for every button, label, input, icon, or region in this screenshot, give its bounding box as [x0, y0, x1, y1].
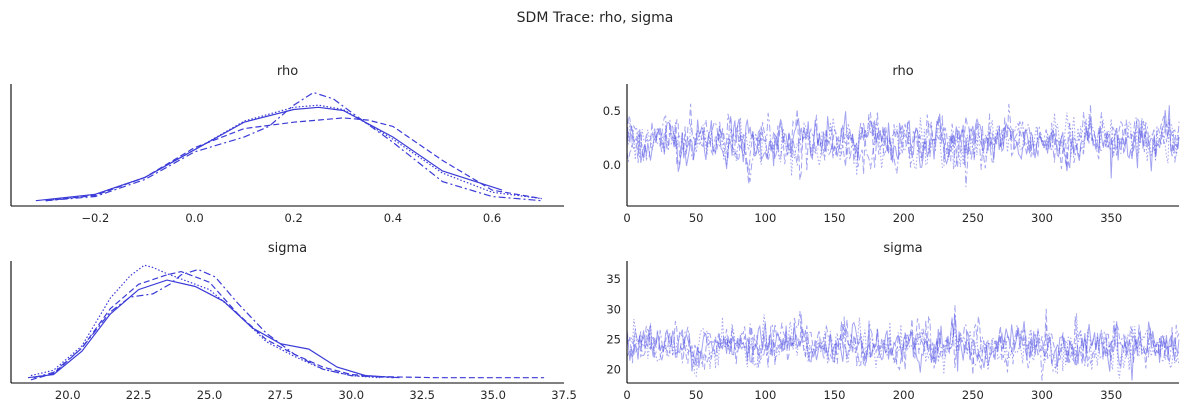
x-tick-label: 200	[893, 388, 915, 402]
panel-title: rho	[892, 64, 913, 79]
x-tick-label: 250	[962, 388, 984, 402]
y-tick-label: 25	[606, 333, 621, 347]
x-tick-label: 100	[754, 388, 776, 402]
x-tick-label: 100	[754, 211, 776, 225]
density-sigma-panel: sigma 20.0 22.5 25.0 27.5 30.0 32.5 35.0 37.5	[10, 241, 577, 402]
trace-line-chain-3	[626, 313, 1180, 379]
panel-title: sigma	[268, 241, 307, 256]
x-tick-label: 250	[962, 211, 984, 225]
y-tick-label: 0.0	[603, 158, 621, 172]
x-tick-label: 37.5	[551, 388, 577, 402]
x-tick-label: 25.0	[197, 388, 223, 402]
y-tick-label: 0.5	[603, 104, 621, 118]
trace-line-chain-2	[626, 103, 1180, 188]
trace-rho-panel: rho 0 50 100 150 200 250 300 350 0.0 0.5	[603, 64, 1180, 225]
density-line-dashed	[45, 117, 542, 202]
density-line-dotted	[45, 104, 542, 202]
x-tick-label: 150	[824, 388, 846, 402]
density-line-solid	[35, 106, 503, 202]
x-tick-label: 20.0	[55, 388, 81, 402]
x-tick-label: 0.6	[483, 211, 501, 225]
x-tick-label: −0.2	[81, 211, 109, 225]
density-line-dashdot	[45, 91, 542, 202]
y-tick-label: 35	[606, 272, 621, 286]
x-tick-label: 350	[1100, 388, 1122, 402]
x-tick-label: 50	[689, 388, 704, 402]
x-tick-label: 350	[1100, 211, 1122, 225]
x-tick-label: 0.0	[185, 211, 203, 225]
panel-title: rho	[277, 64, 298, 79]
x-tick-label: 27.5	[268, 388, 294, 402]
x-tick-label: 32.5	[409, 388, 435, 402]
y-tick-label: 30	[606, 302, 621, 316]
x-tick-label: 30.0	[339, 388, 365, 402]
panel-title: sigma	[883, 241, 922, 256]
density-line-dashed	[30, 270, 545, 381]
x-tick-label: 35.0	[480, 388, 506, 402]
x-tick-label: 22.5	[126, 388, 152, 402]
density-line-dotted	[30, 264, 380, 379]
x-tick-label: 50	[689, 211, 704, 225]
density-line-dashdot	[33, 268, 394, 379]
x-tick-label: 0	[623, 388, 630, 402]
x-tick-label: 300	[1031, 388, 1053, 402]
trace-sigma-panel: sigma 0 50 100 150 200 250 300 350 20 25 30 35	[606, 241, 1180, 402]
x-tick-label: 300	[1031, 211, 1053, 225]
trace-line-chain-1	[626, 103, 1180, 185]
x-tick-label: 200	[893, 211, 915, 225]
density-rho-panel: rho −0.2 0.0 0.2 0.4 0.6	[10, 64, 564, 225]
y-tick-label: 20	[606, 363, 621, 377]
x-tick-label: 0	[623, 211, 630, 225]
figure-title: SDM Trace: rho, sigma	[517, 10, 674, 26]
density-line-solid	[27, 279, 400, 379]
trace-line-chain-2	[626, 305, 1180, 381]
x-tick-label: 0.4	[384, 211, 402, 225]
trace-line-chain-1	[626, 308, 1180, 375]
x-tick-label: 0.2	[285, 211, 303, 225]
x-tick-label: 150	[824, 211, 846, 225]
